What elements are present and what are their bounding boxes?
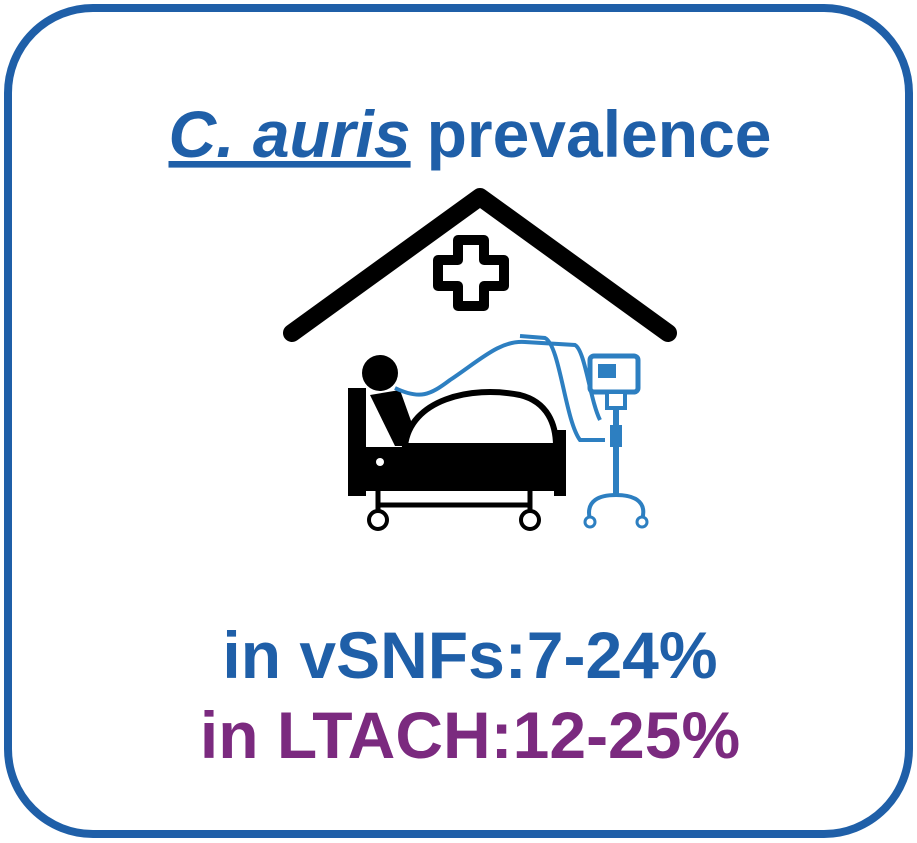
tube [519, 334, 605, 442]
headboard [348, 388, 366, 496]
bed-frame [366, 471, 562, 491]
cross [433, 235, 509, 311]
stat-line: in vSNFs:7-24% [222, 618, 717, 692]
monitor-screen [598, 364, 616, 378]
stand [587, 492, 646, 521]
wheel [635, 515, 649, 529]
title-italic: C. auris [169, 97, 411, 171]
monitor-mount [605, 390, 627, 410]
wheel [519, 509, 541, 531]
title-rest: prevalence [427, 97, 772, 171]
blanket [401, 389, 560, 449]
title: C. auris prevalence [169, 97, 772, 171]
mattress-base [366, 447, 562, 471]
patient-head [362, 355, 398, 391]
wheel [367, 509, 389, 531]
wheel [583, 515, 597, 529]
roof [283, 188, 677, 342]
stat-line: in LTACH:12-25% [200, 698, 740, 772]
hospital-icon [283, 188, 677, 531]
bed-dot [376, 458, 384, 466]
